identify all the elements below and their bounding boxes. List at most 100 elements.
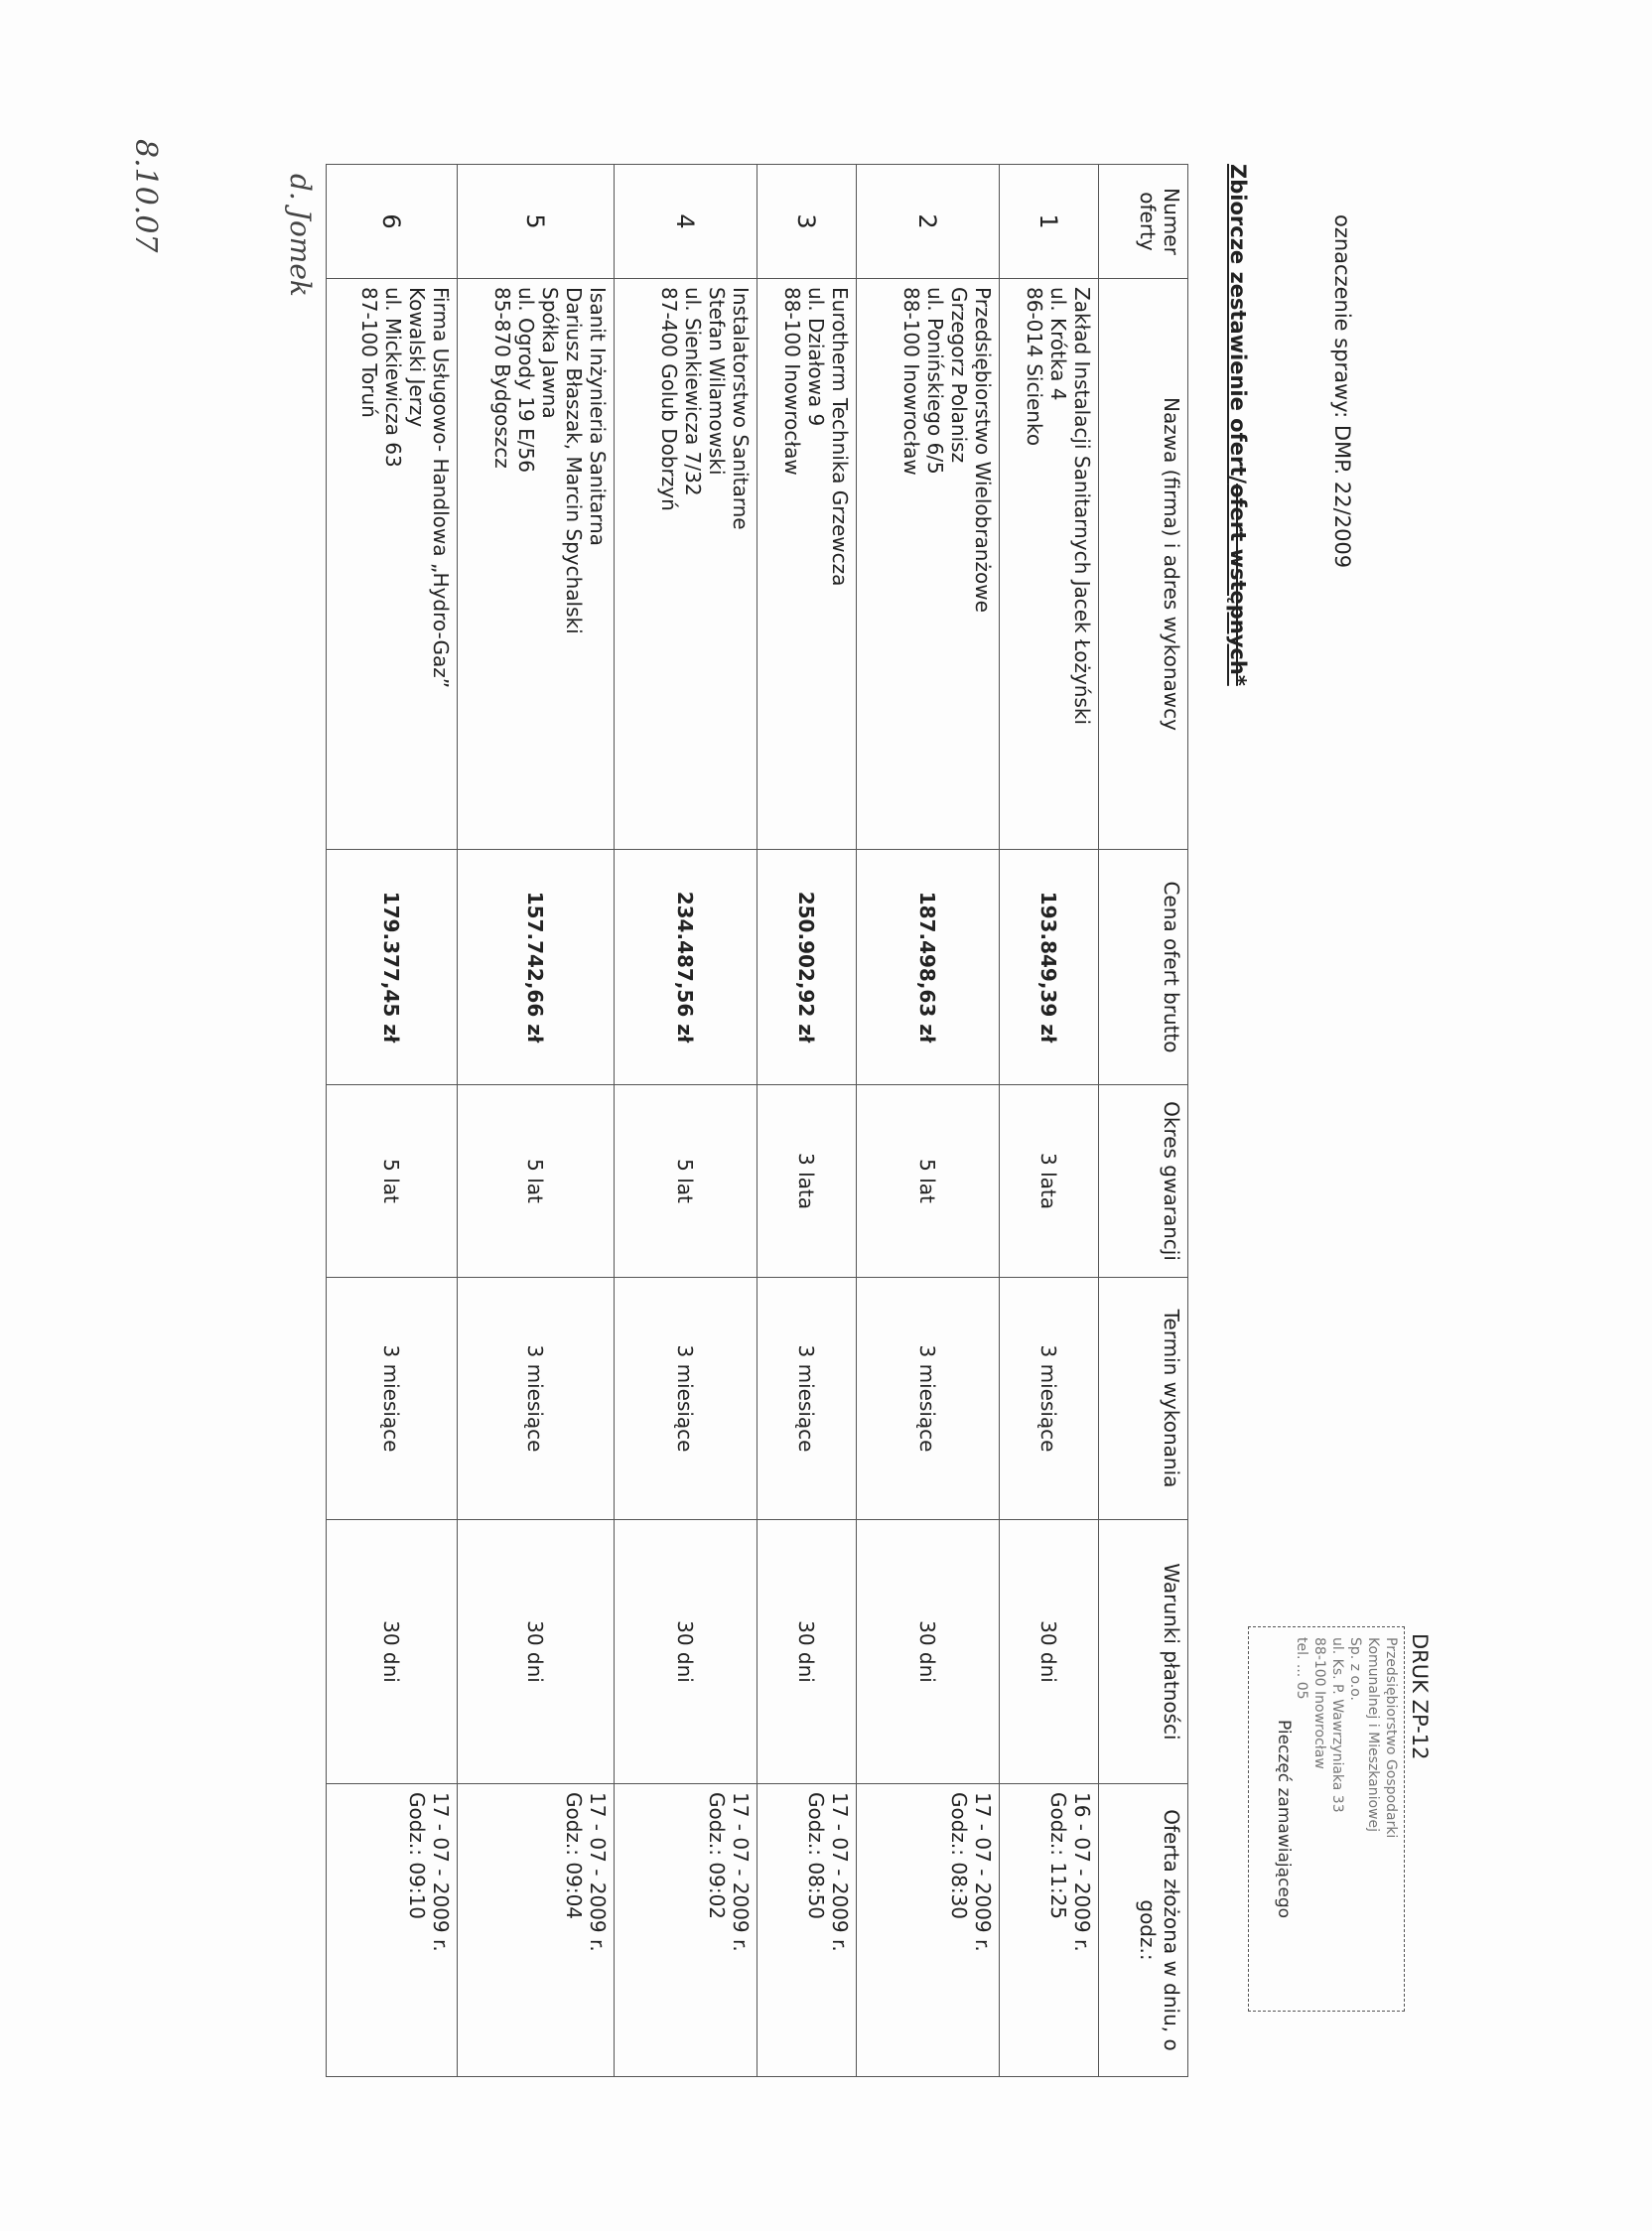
submission-datetime-line: 17 - 07 - 2009 r. bbox=[971, 1792, 995, 1952]
payment-terms-line: 30 dni bbox=[915, 1620, 940, 1683]
contractor-name-line: Instalatorstwo Sanitarne bbox=[729, 287, 753, 530]
contractor-name-line: ul. Ponińskiego 6/5 bbox=[923, 287, 947, 475]
table-row: 4 Instalatorstwo Sanitarne Stefan Wilamows… bbox=[614, 164, 757, 2077]
payment-terms: 30 dni bbox=[999, 1519, 1099, 1784]
contractor-name-line: 87-400 Golub Dobrzyń bbox=[657, 287, 681, 511]
offer-number-line: 1 bbox=[1034, 213, 1063, 229]
stamp-caption: Pieczęć zamawiającego bbox=[1274, 1719, 1294, 1919]
header-term: Termin wykonania bbox=[1098, 1277, 1188, 1520]
form-code: DRUK ZP-12 bbox=[1408, 1633, 1432, 1760]
offer-number-line: 6 bbox=[377, 213, 406, 229]
completion-term-line: 3 miesiące bbox=[379, 1344, 404, 1453]
payment-terms: 30 dni bbox=[457, 1519, 615, 1784]
offer-number: 2 bbox=[856, 164, 1000, 279]
completion-term: 3 miesiące bbox=[326, 1277, 458, 1520]
payment-terms: 30 dni bbox=[856, 1519, 1000, 1784]
completion-term-line: 3 miesiące bbox=[673, 1344, 698, 1453]
contractor-name-line: ul. Ogrody 19 E/56 bbox=[514, 287, 538, 473]
warranty-period: 5 lat bbox=[457, 1084, 615, 1278]
contractor-name-line: Grzegorz Polanisz bbox=[947, 287, 971, 464]
table-row: 3 Eurotherm Technika Grzewcza ul. Działowa… bbox=[757, 164, 857, 2077]
submission-datetime: 16 - 07 - 2009 r. Godz.: 11:25 bbox=[999, 1783, 1099, 2077]
handwritten-signature: d. Jomek bbox=[284, 174, 317, 297]
case-reference: oznaczenie sprawy: DMP. 22/2009 bbox=[1330, 214, 1354, 569]
offer-price: 157.742,66 zł bbox=[457, 849, 615, 1085]
contractor-name-line: ul. Mickiewicza 63 bbox=[381, 287, 405, 468]
submission-datetime-line: Godz.: 11:25 bbox=[1046, 1792, 1070, 1920]
warranty-period: 3 lata bbox=[999, 1084, 1099, 1278]
payment-terms-line: 30 dni bbox=[673, 1620, 698, 1683]
contractor-name-line: Kowalski Jerzy bbox=[405, 287, 429, 428]
completion-term: 3 miesiące bbox=[856, 1277, 1000, 1520]
contractor-name-line: Spółka Jawna bbox=[538, 287, 562, 419]
offer-number: 5 bbox=[457, 164, 615, 279]
submission-datetime: 17 - 07 - 2009 r. Godz.: 08:30 bbox=[856, 1783, 1000, 2077]
offer-number: 1 bbox=[999, 164, 1099, 279]
submission-datetime-line: Godz.: 09:10 bbox=[405, 1792, 429, 1920]
warranty-period-line: 3 lata bbox=[794, 1153, 819, 1209]
submission-datetime: 17 - 07 - 2009 r. Godz.: 09:02 bbox=[614, 1783, 757, 2077]
contractor-name-line: Stefan Wilamowski bbox=[705, 287, 729, 476]
title-main: Zbiorcze zestawienie ofert/ bbox=[1226, 164, 1250, 485]
contractor-name-line: Zakład Instalacji Sanitarnych Jacek Łoży… bbox=[1070, 287, 1094, 726]
offer-price-line: 250.902,92 zł bbox=[794, 891, 819, 1044]
contractor-name-line: ul. Krótka 4 bbox=[1046, 287, 1070, 401]
header-submitted: Oferta złożona w dniu, o godz.: bbox=[1098, 1783, 1188, 2077]
handwritten-date: 8.10.07 bbox=[128, 139, 163, 253]
header-name: Nazwa (firma) i adres wykonawcy bbox=[1098, 278, 1188, 850]
completion-term-line: 3 miesiące bbox=[1036, 1344, 1061, 1453]
offer-number-line: 2 bbox=[913, 213, 942, 229]
offers-table: Numer oferty Nazwa (firma) i adres wykon… bbox=[326, 164, 1188, 2077]
submission-datetime-line: 17 - 07 - 2009 r. bbox=[586, 1792, 610, 1952]
offer-price: 179.377,45 zł bbox=[326, 849, 458, 1085]
payment-terms-line: 30 dni bbox=[379, 1620, 404, 1683]
contractor-name-line: Dariusz Błaszak, Marcin Spychalski bbox=[562, 287, 586, 634]
stamp-line: Przedsiębiorstwo Gospodarki bbox=[1383, 1637, 1399, 1839]
contractor-name: Zakład Instalacji Sanitarnych Jacek Łoży… bbox=[999, 278, 1099, 850]
submission-datetime-line: Godz.: 08:30 bbox=[947, 1792, 971, 1920]
contractor-name-line: ul. Sienkiewicza 7/32 bbox=[681, 287, 705, 496]
stamp-line: 88-100 Inowrocław bbox=[1311, 1637, 1327, 1769]
warranty-period-line: 5 lat bbox=[915, 1159, 940, 1203]
completion-term: 3 miesiące bbox=[757, 1277, 857, 1520]
warranty-period: 3 lata bbox=[757, 1084, 857, 1278]
payment-terms: 30 dni bbox=[614, 1519, 757, 1784]
offer-number: 6 bbox=[326, 164, 458, 279]
submission-datetime-line: 17 - 07 - 2009 r. bbox=[729, 1792, 753, 1952]
contractor-name: Przedsiębiorstwo Wielobranżowe Grzegorz P… bbox=[856, 278, 1000, 850]
stamp-line: tel. ... 05 bbox=[1294, 1637, 1309, 1700]
contractor-name-line: Isanit Inżynieria Sanitarna bbox=[586, 287, 610, 546]
offer-price: 250.902,92 zł bbox=[757, 849, 857, 1085]
submission-datetime-line: 17 - 07 - 2009 r. bbox=[828, 1792, 852, 1952]
header-warranty: Okres gwarancji bbox=[1098, 1084, 1188, 1278]
contractor-name-line: 87-100 Toruń bbox=[357, 287, 381, 418]
payment-terms-line: 30 dni bbox=[1036, 1620, 1061, 1683]
contractor-name-line: Przedsiębiorstwo Wielobranżowe bbox=[971, 287, 995, 613]
title-struck: ofert wstępnych* bbox=[1226, 484, 1250, 686]
completion-term: 3 miesiące bbox=[999, 1277, 1099, 1520]
contractor-name-line: 86-014 Sicienko bbox=[1023, 287, 1046, 447]
payment-terms: 30 dni bbox=[326, 1519, 458, 1784]
offer-number-line: 5 bbox=[521, 213, 550, 229]
offer-price: 234.487,56 zł bbox=[614, 849, 757, 1085]
offer-number-line: 3 bbox=[792, 213, 821, 229]
submission-datetime-line: 17 - 07 - 2009 r. bbox=[429, 1792, 453, 1952]
offer-price-line: 179.377,45 zł bbox=[379, 891, 404, 1044]
submission-datetime: 17 - 07 - 2009 r. Godz.: 09:10 bbox=[326, 1783, 458, 2077]
submission-datetime: 17 - 07 - 2009 r. Godz.: 09:04 bbox=[457, 1783, 615, 2077]
table-row: 1 Zakład Instalacji Sanitarnych Jacek Łoż… bbox=[999, 164, 1099, 2077]
submission-datetime-line: 16 - 07 - 2009 r. bbox=[1070, 1792, 1094, 1952]
offer-price: 193.849,39 zł bbox=[999, 849, 1099, 1085]
table-header-row: Numer oferty Nazwa (firma) i adres wykon… bbox=[1098, 164, 1188, 2077]
warranty-period-line: 5 lat bbox=[673, 1159, 698, 1203]
table-row: 6 Firma Usługowo- Handlowa „Hydro-Gaz” Kow… bbox=[326, 164, 458, 2077]
completion-term: 3 miesiące bbox=[614, 1277, 757, 1520]
completion-term-line: 3 miesiące bbox=[794, 1344, 819, 1453]
completion-term-line: 3 miesiące bbox=[523, 1344, 548, 1453]
contractor-name-line: Firma Usługowo- Handlowa „Hydro-Gaz” bbox=[429, 287, 453, 689]
contractor-name: Eurotherm Technika Grzewcza ul. Działowa … bbox=[757, 278, 857, 850]
offer-price: 187.498,63 zł bbox=[856, 849, 1000, 1085]
document-title: Zbiorcze zestawienie ofert/ofert wstępny… bbox=[1226, 164, 1250, 686]
warranty-period-line: 5 lat bbox=[523, 1159, 548, 1203]
